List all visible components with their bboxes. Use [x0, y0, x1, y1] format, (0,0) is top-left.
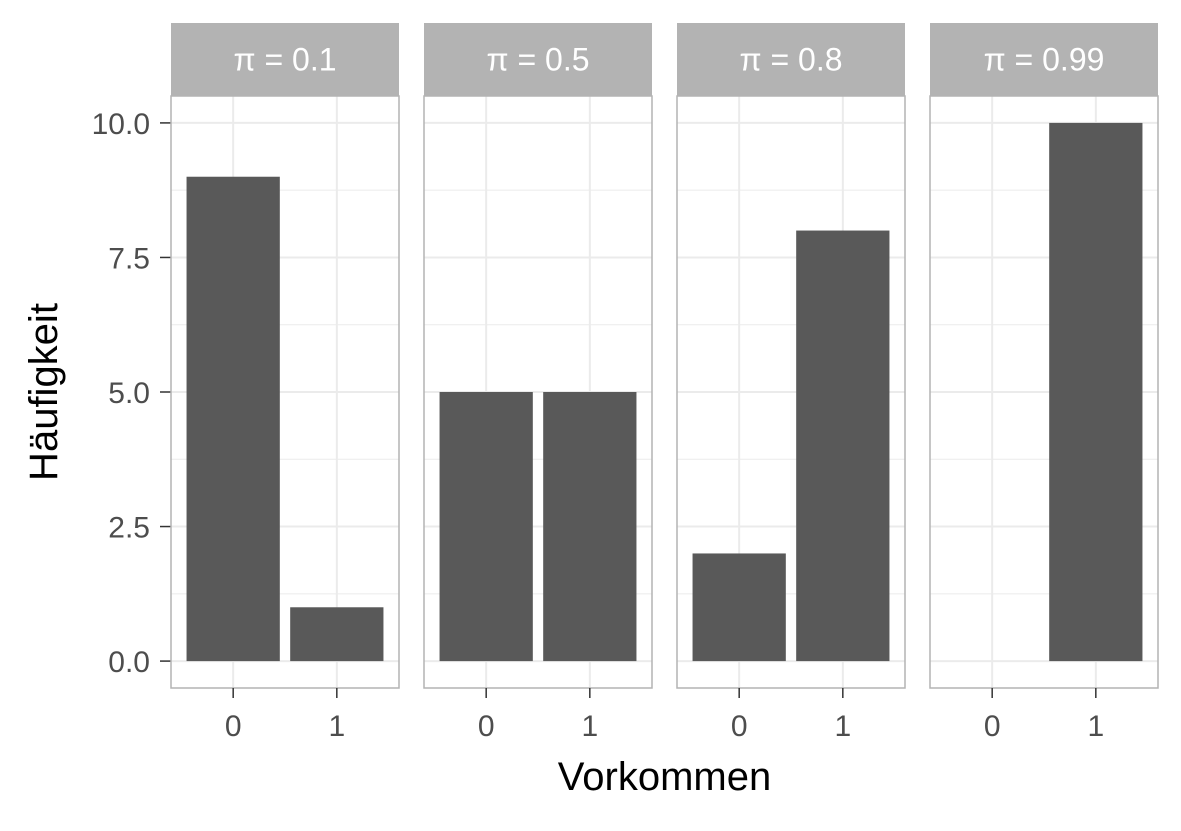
- facet-strip: [677, 23, 905, 96]
- bar: [796, 230, 890, 662]
- facet-strip-label: π = 0.1: [233, 42, 336, 78]
- bar: [692, 553, 786, 662]
- bar: [1049, 122, 1143, 662]
- y-tick-label: 5.0: [108, 377, 150, 410]
- x-tick-label: 0: [478, 710, 495, 743]
- facet-strip: [171, 23, 399, 96]
- facet-strip: [930, 23, 1158, 96]
- facet-panels: π = 0.1 0 1 π = 0.5 0 1 π = 0.8 0 1 π = 0.99 0 1: [170, 23, 1159, 743]
- bar: [543, 392, 637, 662]
- x-axis-title: Vorkommen: [558, 755, 771, 799]
- y-tick-label: 7.5: [108, 242, 150, 275]
- facet-strip: [424, 23, 652, 96]
- x-tick-label: 1: [834, 710, 851, 743]
- bar: [186, 176, 280, 662]
- facet-panel: π = 0.99 0 1: [929, 23, 1159, 743]
- x-tick-label: 0: [225, 710, 242, 743]
- facet-strip-label: π = 0.5: [486, 42, 589, 78]
- panel-border: [676, 95, 906, 689]
- panel-border: [170, 95, 400, 689]
- y-tick-label: 2.5: [108, 512, 150, 545]
- y-axis-title: Häufigkeit: [22, 303, 66, 481]
- panel-border: [423, 95, 653, 689]
- facet-strip-label: π = 0.99: [984, 42, 1105, 78]
- y-axis: 0.0 2.5 5.0 7.5 10.0: [92, 108, 171, 679]
- facet-panel: π = 0.1 0 1: [170, 23, 400, 743]
- x-tick-label: 0: [731, 710, 748, 743]
- x-tick-label: 1: [1087, 710, 1104, 743]
- y-tick-label: 10.0: [92, 108, 150, 141]
- bar: [290, 607, 384, 662]
- facet-panel: π = 0.5 0 1: [423, 23, 653, 743]
- x-tick-label: 0: [984, 710, 1001, 743]
- facet-panel: π = 0.8 0 1: [676, 23, 906, 743]
- x-tick-label: 1: [581, 710, 598, 743]
- y-tick-label: 0.0: [108, 646, 150, 679]
- x-tick-label: 1: [328, 710, 345, 743]
- panel-border: [929, 95, 1159, 689]
- bar: [439, 392, 533, 662]
- facet-strip-label: π = 0.8: [739, 42, 842, 78]
